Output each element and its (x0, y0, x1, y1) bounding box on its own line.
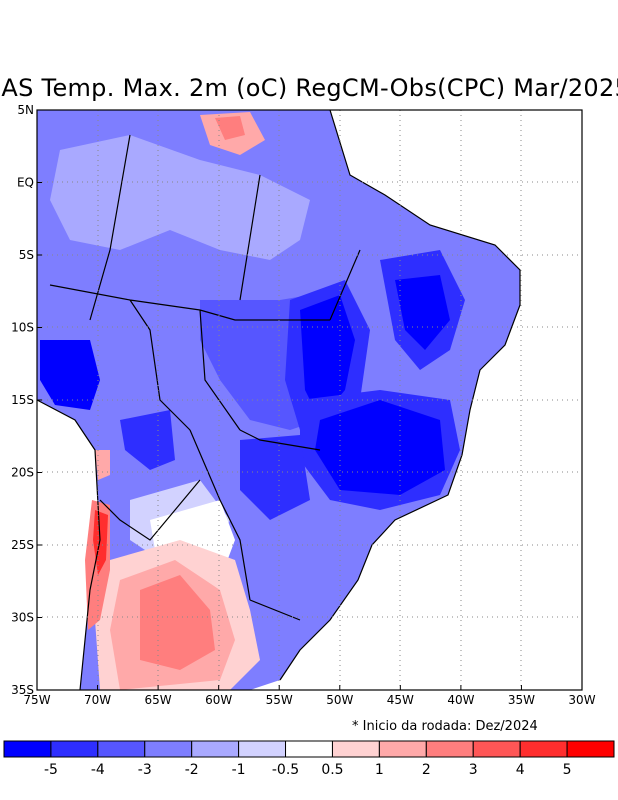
colorbar-swatch (472, 740, 521, 758)
lon-tick-label: 70W (84, 693, 111, 707)
lon-tick-label: 50W (326, 693, 353, 707)
colorbar-label: 5 (563, 762, 572, 778)
colorbar-label: -2 (185, 762, 199, 778)
colorbar: -5 -4 -3 -2 -1 -0.5 0.5 1 2 3 4 5 (3, 740, 615, 778)
lat-tick-label: 5S (19, 248, 34, 262)
colorbar-swatch (238, 740, 287, 758)
lat-tick-label: 35S (11, 683, 34, 697)
grid-lines (37, 110, 582, 690)
colorbar-swatch (285, 740, 333, 758)
lat-tick-label: 30S (11, 611, 34, 625)
colorbar-label: -0.5 (272, 762, 299, 778)
colorbar-swatch (50, 740, 99, 758)
colorbar-label: -1 (232, 762, 246, 778)
colorbar-swatch (425, 740, 474, 758)
colorbar-label: 4 (516, 762, 525, 778)
lat-tick-label: 15S (11, 393, 34, 407)
lat-tick-label: EQ (17, 176, 34, 190)
border-lines (49, 134, 361, 621)
lon-tick-label: 30W (568, 693, 595, 707)
colorbar-swatch (378, 740, 427, 758)
colorbar-swatch (97, 740, 146, 758)
colorbar-swatch (191, 740, 240, 758)
colorbar-swatch (566, 740, 615, 758)
lon-tick-label: 35W (508, 693, 535, 707)
lat-tick-label: 10S (11, 321, 34, 335)
colorbar-label: 1 (375, 762, 384, 778)
colorbar-label: -5 (44, 762, 58, 778)
lon-tick-label: 55W (266, 693, 293, 707)
lon-tick-label: 60W (205, 693, 232, 707)
lat-tick-label: 5N (17, 103, 34, 117)
lon-tick-label: 45W (387, 693, 414, 707)
lat-tick-label: 20S (11, 466, 34, 480)
lon-tick-label: 65W (145, 693, 172, 707)
map-title: IAS Temp. Max. 2m (oC) RegCM-Obs(CPC) Ma… (0, 74, 618, 102)
colorbar-label: -3 (138, 762, 152, 778)
lon-tick-label: 40W (447, 693, 474, 707)
anomaly-map: 5N EQ 5S 10S 15S 20S 25S 30S 35S 75W 70W 65W 60W 55W… (11, 103, 596, 707)
colorbar-swatch (331, 740, 380, 758)
run-start-note: * Inicio da rodada: Dez/2024 (352, 719, 538, 734)
colorbar-swatch (144, 740, 193, 758)
colorbar-label: 2 (422, 762, 431, 778)
colorbar-swatch (3, 740, 52, 758)
colorbar-label: -4 (91, 762, 105, 778)
lon-tick-label: 75W (23, 693, 50, 707)
coastline (279, 110, 521, 681)
colorbar-label: 0.5 (321, 762, 343, 778)
colorbar-swatch (519, 740, 568, 758)
colorbar-label: 3 (469, 762, 478, 778)
lat-tick-label: 25S (11, 538, 34, 552)
